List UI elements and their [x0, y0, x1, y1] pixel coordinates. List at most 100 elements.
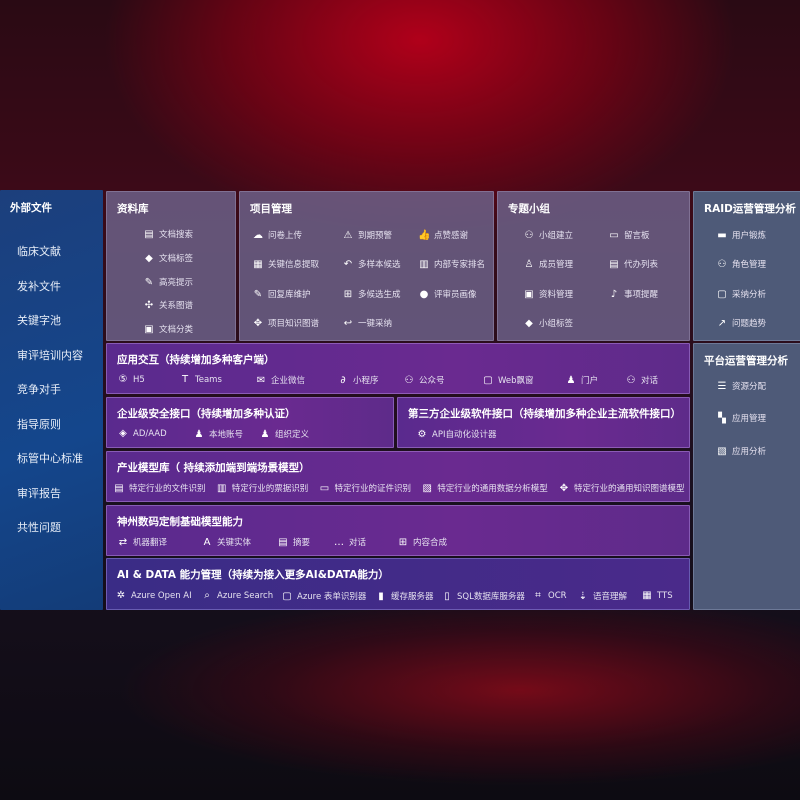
industry-item[interactable]: ▥ 特定行业的票据识别 [216, 482, 309, 495]
library-item[interactable]: ✣ 关系图谱 [143, 299, 193, 312]
aidata-item[interactable]: ⇣ 语音理解 [577, 590, 627, 603]
foundation-item[interactable]: ▤ 摘要 [277, 536, 310, 549]
item-label: 评审员画像 [434, 290, 477, 300]
interaction-item[interactable]: ⚇ 对话 [625, 374, 659, 387]
security-item[interactable]: ♟ 本地账号 [193, 428, 244, 441]
group-item[interactable]: ▭ 留言板 [608, 229, 649, 242]
foundation-item[interactable]: ⇄ 机器翻译 [117, 536, 167, 549]
library-item[interactable]: ▣ 文档分类 [143, 323, 193, 336]
data-analysis-icon: ▧ [422, 482, 432, 494]
raid-item[interactable]: ⚇ 角色管理 [716, 258, 767, 271]
aidata-item[interactable]: ▦ TTS [641, 590, 672, 601]
project-item[interactable]: ✎ 回复库维护 [252, 288, 311, 301]
industry-item[interactable]: ✥ 特定行业的通用知识图谱模型 [558, 482, 685, 495]
item-label: 小组建立 [539, 231, 574, 241]
interaction-item[interactable]: T Teams [179, 374, 222, 385]
item-label: 特定行业的通用知识图谱模型 [574, 484, 685, 494]
interaction-item[interactable]: ⚇ 公众号 [403, 374, 445, 387]
sidebar-item[interactable]: 临床文献 [17, 245, 61, 258]
item-label: Teams [195, 374, 222, 385]
sidebar-item[interactable]: 标管中心标准 [17, 452, 83, 465]
aidata-item[interactable]: ▯ SQL数据库服务器 [441, 590, 525, 603]
project-item[interactable]: ⚠ 到期预警 [342, 229, 393, 242]
library-item[interactable]: ◆ 文档标签 [143, 252, 193, 265]
sidebar-item[interactable]: 发补文件 [17, 280, 61, 293]
aidata-item[interactable]: ▮ 缓存服务器 [375, 590, 433, 603]
sidebar-item[interactable]: 审评培训内容 [17, 349, 83, 362]
platform-item[interactable]: ☰ 资源分配 [716, 380, 767, 393]
security-item[interactable]: ♟ 组织定义 [259, 428, 310, 441]
aidata-item[interactable]: ⌗ OCR [532, 590, 566, 601]
member-icon: ♙ [524, 258, 534, 270]
org-icon: ♟ [260, 428, 270, 440]
aidata-item[interactable]: ⌕ Azure Search [201, 590, 273, 601]
industry-item[interactable]: ▤ 特定行业的文件识别 [113, 482, 205, 495]
sidebar-item[interactable]: 关键字池 [17, 314, 61, 327]
foundation-title: 神州数码定制基础模型能力 [117, 516, 243, 528]
security-item[interactable]: ◈ AD/AAD [117, 428, 167, 439]
item-label: 回复库维护 [268, 290, 311, 300]
interaction-item[interactable]: ⑤ H5 [117, 374, 145, 385]
project-item[interactable]: ↩ 一键采纳 [342, 317, 392, 330]
interaction-item[interactable]: ♟ 门户 [565, 374, 599, 387]
item-label: H5 [133, 374, 145, 385]
raid-item[interactable]: ↗ 问题趋势 [716, 317, 766, 330]
sidebar-item[interactable]: 共性问题 [17, 521, 61, 534]
item-label: 特定行业的票据识别 [231, 484, 309, 494]
foundation-item[interactable]: ⊞ 内容合成 [397, 536, 448, 549]
group-item[interactable]: ♙ 成员管理 [523, 258, 574, 271]
qa-icon: ▢ [717, 288, 727, 300]
interaction-item[interactable]: ▢ Web飘窗 [482, 374, 533, 387]
item-label: 多样本候选 [358, 260, 401, 270]
aidata-item[interactable]: ▢ Azure 表单识别器 [281, 590, 366, 603]
item-label: API自动化设计器 [432, 430, 497, 440]
project-item[interactable]: ☁ 问卷上传 [252, 229, 302, 242]
window-icon: ▢ [483, 374, 493, 386]
receipt-icon: ▥ [217, 482, 227, 494]
interaction-title: 应用交互（持续增加多种客户端） [117, 354, 275, 366]
industry-item[interactable]: ▧ 特定行业的通用数据分析模型 [421, 482, 548, 495]
project-item[interactable]: 👍 点赞感谢 [418, 229, 468, 242]
aidata-title: AI & DATA 能力管理（持续为接入更多AI&DATA能力） [117, 569, 389, 581]
teams-icon: T [181, 374, 189, 385]
platform-item[interactable]: ▧ 应用分析 [716, 445, 766, 458]
group-item[interactable]: ◆ 小组标签 [523, 317, 573, 330]
sidebar-item[interactable]: 竞争对手 [17, 383, 61, 396]
sidebar-item[interactable]: 审评报告 [17, 487, 61, 500]
item-label: 内容合成 [413, 538, 448, 548]
item-label: 应用管理 [732, 414, 767, 424]
project-item[interactable]: ⊞ 多候选生成 [342, 288, 401, 301]
tts-icon: ▦ [642, 590, 652, 601]
thirdparty-item[interactable]: ⚙ API自动化设计器 [416, 428, 497, 441]
library-item[interactable]: ✎ 高亮提示 [143, 276, 193, 289]
library-item[interactable]: ▤ 文档搜索 [143, 228, 193, 241]
platform-item[interactable]: ▚ 应用管理 [716, 412, 767, 425]
item-label: 特定行业的通用数据分析模型 [437, 484, 548, 494]
group-item[interactable]: ♪ 事项提醒 [608, 288, 658, 301]
reply-icon: ↩ [343, 317, 353, 329]
interaction-item[interactable]: ∂ 小程序 [337, 374, 378, 387]
foundation-item[interactable]: A 关键实体 [201, 536, 251, 549]
bell-icon: ♪ [610, 288, 618, 300]
cloud-upload-icon: ☁ [253, 229, 263, 241]
raid-item[interactable]: ▢ 采纳分析 [716, 288, 766, 301]
interaction-item[interactable]: ✉ 企业微信 [255, 374, 305, 387]
edit-icon: ✎ [253, 288, 263, 300]
sidebar-item[interactable]: 指导原则 [17, 418, 61, 431]
group-item[interactable]: ▤ 代办列表 [608, 258, 658, 271]
aidata-item[interactable]: ✲ Azure Open AI [115, 590, 192, 601]
translate-icon: ⇄ [118, 536, 128, 548]
industry-item[interactable]: ▭ 特定行业的证件识别 [319, 482, 411, 495]
file-icon: ▤ [114, 482, 124, 494]
project-item[interactable]: ▥ 内部专家排名 [418, 258, 485, 271]
project-item[interactable]: ● 评审员画像 [418, 288, 477, 301]
project-item[interactable]: ▦ 关键信息提取 [252, 258, 319, 271]
foundation-item[interactable]: … 对话 [333, 536, 366, 549]
project-item[interactable]: ✥ 项目知识图谱 [252, 317, 319, 330]
html5-icon: ⑤ [118, 374, 128, 385]
industry-title: 产业模型库（ 持续添加端到端场景模型） [117, 462, 310, 474]
raid-item[interactable]: ▬ 用户锻炼 [716, 229, 766, 242]
group-item[interactable]: ⚇ 小组建立 [523, 229, 574, 242]
project-item[interactable]: ↶ 多样本候选 [342, 258, 401, 271]
group-item[interactable]: ▣ 资料管理 [523, 288, 573, 301]
